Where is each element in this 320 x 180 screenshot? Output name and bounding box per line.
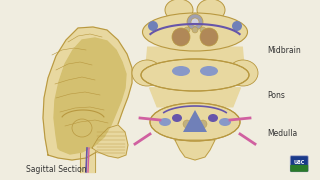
Ellipse shape bbox=[141, 59, 249, 91]
Circle shape bbox=[187, 14, 203, 30]
Ellipse shape bbox=[150, 103, 240, 141]
Circle shape bbox=[232, 21, 242, 31]
Ellipse shape bbox=[228, 60, 258, 86]
Text: Pons: Pons bbox=[267, 91, 285, 100]
Polygon shape bbox=[80, 148, 95, 172]
Ellipse shape bbox=[172, 66, 190, 76]
Ellipse shape bbox=[197, 0, 225, 21]
Text: Medulla: Medulla bbox=[267, 129, 298, 138]
Circle shape bbox=[183, 120, 191, 128]
Polygon shape bbox=[54, 38, 126, 154]
Polygon shape bbox=[43, 27, 132, 160]
Circle shape bbox=[200, 27, 206, 33]
Ellipse shape bbox=[208, 114, 218, 122]
Circle shape bbox=[184, 27, 190, 33]
Circle shape bbox=[148, 21, 158, 31]
Circle shape bbox=[192, 27, 198, 33]
Polygon shape bbox=[92, 125, 128, 158]
Text: Midbrain: Midbrain bbox=[267, 46, 301, 55]
Circle shape bbox=[172, 28, 190, 46]
Ellipse shape bbox=[200, 66, 218, 76]
Ellipse shape bbox=[172, 114, 182, 122]
Polygon shape bbox=[146, 47, 244, 62]
Text: UBC: UBC bbox=[293, 160, 305, 165]
FancyBboxPatch shape bbox=[290, 156, 308, 172]
FancyBboxPatch shape bbox=[290, 165, 308, 172]
Polygon shape bbox=[183, 110, 207, 132]
Ellipse shape bbox=[132, 60, 162, 86]
Ellipse shape bbox=[165, 0, 193, 21]
Text: Sagittal Section: Sagittal Section bbox=[26, 165, 86, 174]
Ellipse shape bbox=[72, 119, 92, 137]
Circle shape bbox=[191, 18, 199, 26]
Ellipse shape bbox=[159, 118, 171, 126]
Ellipse shape bbox=[142, 13, 247, 51]
Circle shape bbox=[200, 28, 218, 46]
Ellipse shape bbox=[219, 118, 231, 126]
Circle shape bbox=[199, 120, 207, 128]
Polygon shape bbox=[175, 140, 215, 160]
Polygon shape bbox=[150, 88, 240, 107]
